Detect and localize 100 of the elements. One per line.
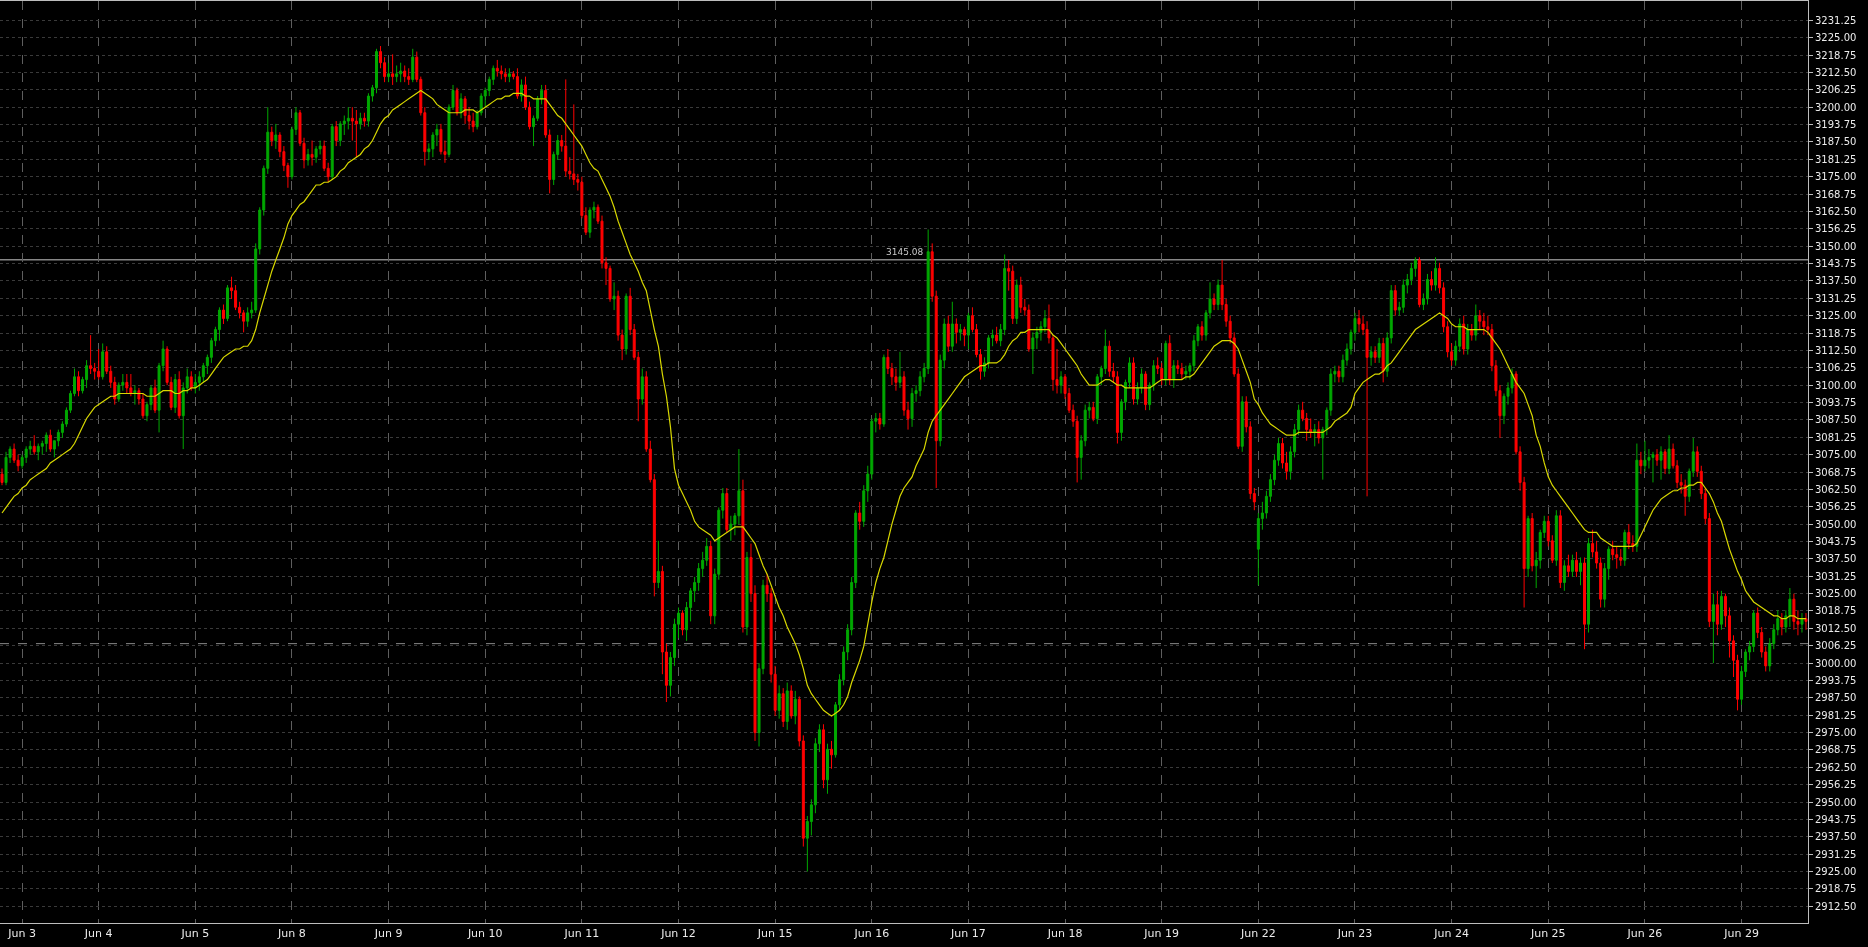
candlestick [1478, 309, 1482, 331]
candlestick [1317, 420, 1321, 445]
y-tick-label: 3087.50 [1815, 414, 1857, 426]
candlestick [1216, 279, 1220, 311]
candlestick [1570, 554, 1574, 578]
candlestick [1482, 312, 1486, 336]
y-tick-label: 3100.00 [1815, 379, 1857, 391]
candlestick [958, 323, 962, 342]
candlestick [1212, 292, 1216, 311]
x-tick-label: Jun 4 [83, 927, 113, 941]
candlestick [781, 687, 785, 728]
candlestick [475, 109, 479, 130]
candlestick [1583, 556, 1586, 650]
candlestick [894, 367, 898, 392]
candlestick [785, 682, 789, 731]
candlestick [1059, 370, 1063, 394]
y-tick-label: 3106.25 [1815, 362, 1857, 374]
candlestick [1365, 320, 1369, 497]
candlestick [1373, 345, 1377, 364]
candlestick [1530, 512, 1534, 572]
candlestick [1337, 365, 1341, 383]
x-tick-label: Jun 18 [1046, 927, 1083, 941]
candlestick [1651, 451, 1655, 483]
candlestick [1172, 359, 1176, 389]
candlestick [1659, 445, 1663, 481]
candlestick [725, 487, 729, 533]
candlestick [1417, 256, 1421, 308]
y-tick-label: 2943.75 [1815, 813, 1857, 825]
candlestick [1587, 537, 1591, 634]
candlestick [1132, 356, 1136, 406]
y-tick-label: 3181.25 [1815, 153, 1857, 165]
candlestick [681, 609, 685, 636]
y-tick-label: 2931.25 [1815, 848, 1857, 860]
candlestick [1393, 284, 1397, 317]
line-series [1, 89, 1807, 717]
candlestick [1619, 548, 1623, 567]
candlestick [741, 479, 745, 634]
candlestick [1715, 590, 1719, 636]
candlestick [173, 373, 177, 414]
candlestick [129, 373, 133, 397]
candlestick [32, 434, 36, 456]
candlestick [1719, 590, 1723, 631]
y-tick-label: 3031.25 [1815, 570, 1857, 582]
candlestick [507, 67, 511, 83]
y-tick-label: 3193.75 [1815, 119, 1857, 131]
y-tick-label: 3156.25 [1815, 223, 1857, 235]
candlestick [745, 551, 749, 636]
candlestick [656, 540, 660, 589]
candlestick [310, 140, 314, 167]
candlestick [1574, 551, 1578, 578]
candlestick [479, 92, 483, 117]
candlestick [898, 351, 902, 389]
y-tick-label: 2981.25 [1815, 709, 1857, 721]
x-tick-label: Jun 5 [180, 927, 210, 941]
candlestick [564, 78, 568, 178]
y-tick-label: 3206.25 [1815, 84, 1857, 96]
candlestick [966, 312, 970, 350]
candlestick [77, 370, 81, 397]
y-tick-label: 2937.50 [1815, 831, 1857, 843]
candlestick [0, 468, 4, 486]
y-tick-label: 3056.25 [1815, 501, 1857, 513]
candlestick [1184, 365, 1188, 381]
candlestick [330, 123, 334, 180]
candlestick [36, 443, 40, 461]
candlestick [463, 95, 467, 125]
candlestick [1800, 612, 1804, 634]
candlestick [1369, 345, 1373, 367]
candlestick [1462, 315, 1466, 356]
candlestick [354, 109, 358, 158]
x-tick-label: Jun 10 [466, 927, 503, 941]
candlestick [1474, 304, 1478, 342]
y-tick-label: 2956.25 [1815, 779, 1857, 791]
x-tick-label: Jun 25 [1529, 927, 1566, 941]
candlestick [1430, 270, 1433, 292]
candlestick [858, 501, 862, 531]
candlestick [246, 306, 250, 328]
y-tick-label: 3137.50 [1815, 275, 1857, 287]
candlestick [274, 123, 278, 150]
y-tick-label: 3150.00 [1815, 240, 1857, 252]
candlestick [1107, 340, 1111, 378]
x-tick-label: Jun 3 [7, 927, 36, 941]
candlestick [1627, 523, 1631, 550]
y-tick-label: 3175.00 [1815, 171, 1857, 183]
candlestick [1566, 554, 1570, 578]
candlestick [1470, 323, 1474, 342]
y-tick-label: 3012.50 [1815, 622, 1857, 634]
y-tick-label: 2950.00 [1815, 796, 1857, 808]
candlestick [97, 348, 101, 381]
candlestick [1579, 556, 1582, 586]
y-tick-label: 3075.00 [1815, 449, 1857, 461]
y-tick-label: 3225.00 [1815, 32, 1857, 44]
candlestick [459, 92, 463, 119]
candlestick [789, 684, 793, 720]
candlestick [995, 326, 999, 344]
candlestick [177, 370, 181, 419]
x-tick-label: Jun 23 [1336, 927, 1373, 941]
candlestick [193, 373, 197, 394]
candlestick [141, 392, 145, 419]
candlestick [226, 284, 229, 322]
candlestick [1466, 323, 1470, 356]
